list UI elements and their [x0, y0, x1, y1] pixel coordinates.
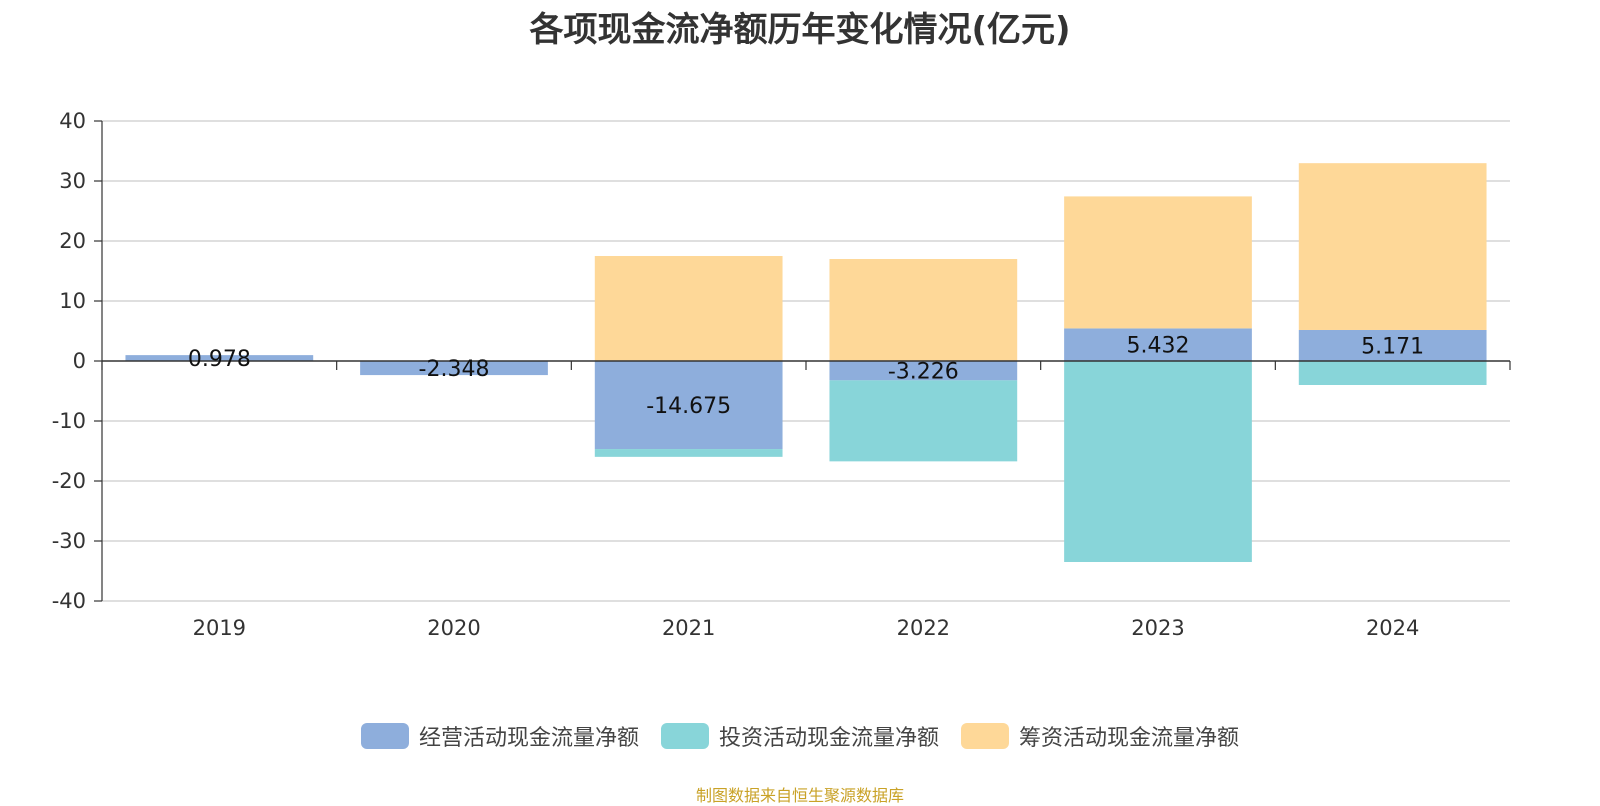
y-tick-label: -20 [52, 469, 86, 493]
data-label-2021: -14.675 [646, 394, 731, 419]
y-tick-label: -30 [52, 529, 86, 553]
bar-2024-series-2 [1298, 163, 1487, 330]
legend-swatch-financing [961, 723, 1009, 749]
bars [125, 163, 1487, 562]
x-tick-label: 2024 [1366, 616, 1419, 640]
x-tick-label: 2023 [1131, 616, 1184, 640]
x-tick-label: 2021 [662, 616, 715, 640]
bar-2024-series-1 [1298, 361, 1487, 385]
bar-2022-series-1 [829, 380, 1018, 462]
y-tick-label: 30 [59, 169, 86, 193]
bar-2024-series-0 [1298, 329, 1487, 361]
y-tick-label: 10 [59, 289, 86, 313]
legend-swatch-investing [660, 723, 709, 749]
data-label-2020: -2.348 [419, 357, 490, 382]
legend-label-operating: 经营活动现金流量净额 [418, 726, 639, 751]
y-tick-label: 40 [59, 109, 86, 133]
bar-2022-series-2 [829, 259, 1018, 361]
y-tick-label: -10 [52, 409, 86, 433]
source-note: 制图数据来自恒生聚源数据库 [695, 786, 904, 805]
data-label-2022: -3.226 [888, 360, 959, 385]
bar-2020-series-0 [360, 361, 548, 376]
grid-lines [102, 120, 1510, 602]
bar-2021-series-0 [594, 361, 783, 450]
data-label-2024: 5.171 [1361, 334, 1424, 359]
bar-2019-series-0 [125, 355, 314, 361]
legend: 经营活动现金流量净额 投资活动现金流量净额 筹资活动现金流量净额 [0, 720, 1600, 752]
y-tick-label: 0 [73, 349, 86, 373]
bar-2022-series-0 [829, 361, 1018, 381]
x-tick-label: 2019 [193, 616, 246, 640]
legend-item-investing[interactable]: 投资活动现金流量净额 [660, 720, 939, 752]
data-label-2019: 0.978 [188, 347, 251, 372]
bar-2023-series-1 [1064, 361, 1252, 562]
x-tick-label: 2020 [427, 616, 480, 640]
legend-label-financing: 筹资活动现金流量净额 [1019, 726, 1240, 751]
legend-item-financing[interactable]: 筹资活动现金流量净额 [961, 720, 1239, 752]
data-label-2023: 5.432 [1127, 334, 1190, 359]
x-tick-label: 2022 [897, 616, 950, 640]
y-tick-label: 20 [59, 229, 86, 253]
legend-item-operating[interactable]: 经营活动现金流量净额 [360, 720, 639, 752]
bar-2021-series-1 [594, 449, 783, 457]
legend-swatch-operating [360, 723, 409, 749]
bar-2023-series-0 [1064, 328, 1252, 361]
bar-2021-series-2 [594, 256, 783, 361]
chart-title: 各项现金流净额历年变化情况(亿元) [529, 10, 1071, 50]
data-labels: 0.978 -2.348 -14.675 -3.226 5.432 5.171 [188, 334, 1424, 419]
legend-label-investing: 投资活动现金流量净额 [718, 726, 939, 751]
stacked-bar-chart: 40 30 20 10 0 -10 -20 -30 -40 2019 2020 2021 2022 202… [52, 109, 1511, 640]
y-tick-label: -40 [52, 589, 86, 613]
bar-2023-series-2 [1064, 196, 1252, 329]
axes: 40 30 20 10 0 -10 -20 -30 -40 2019 2020 2021 2022 202… [52, 109, 1511, 640]
